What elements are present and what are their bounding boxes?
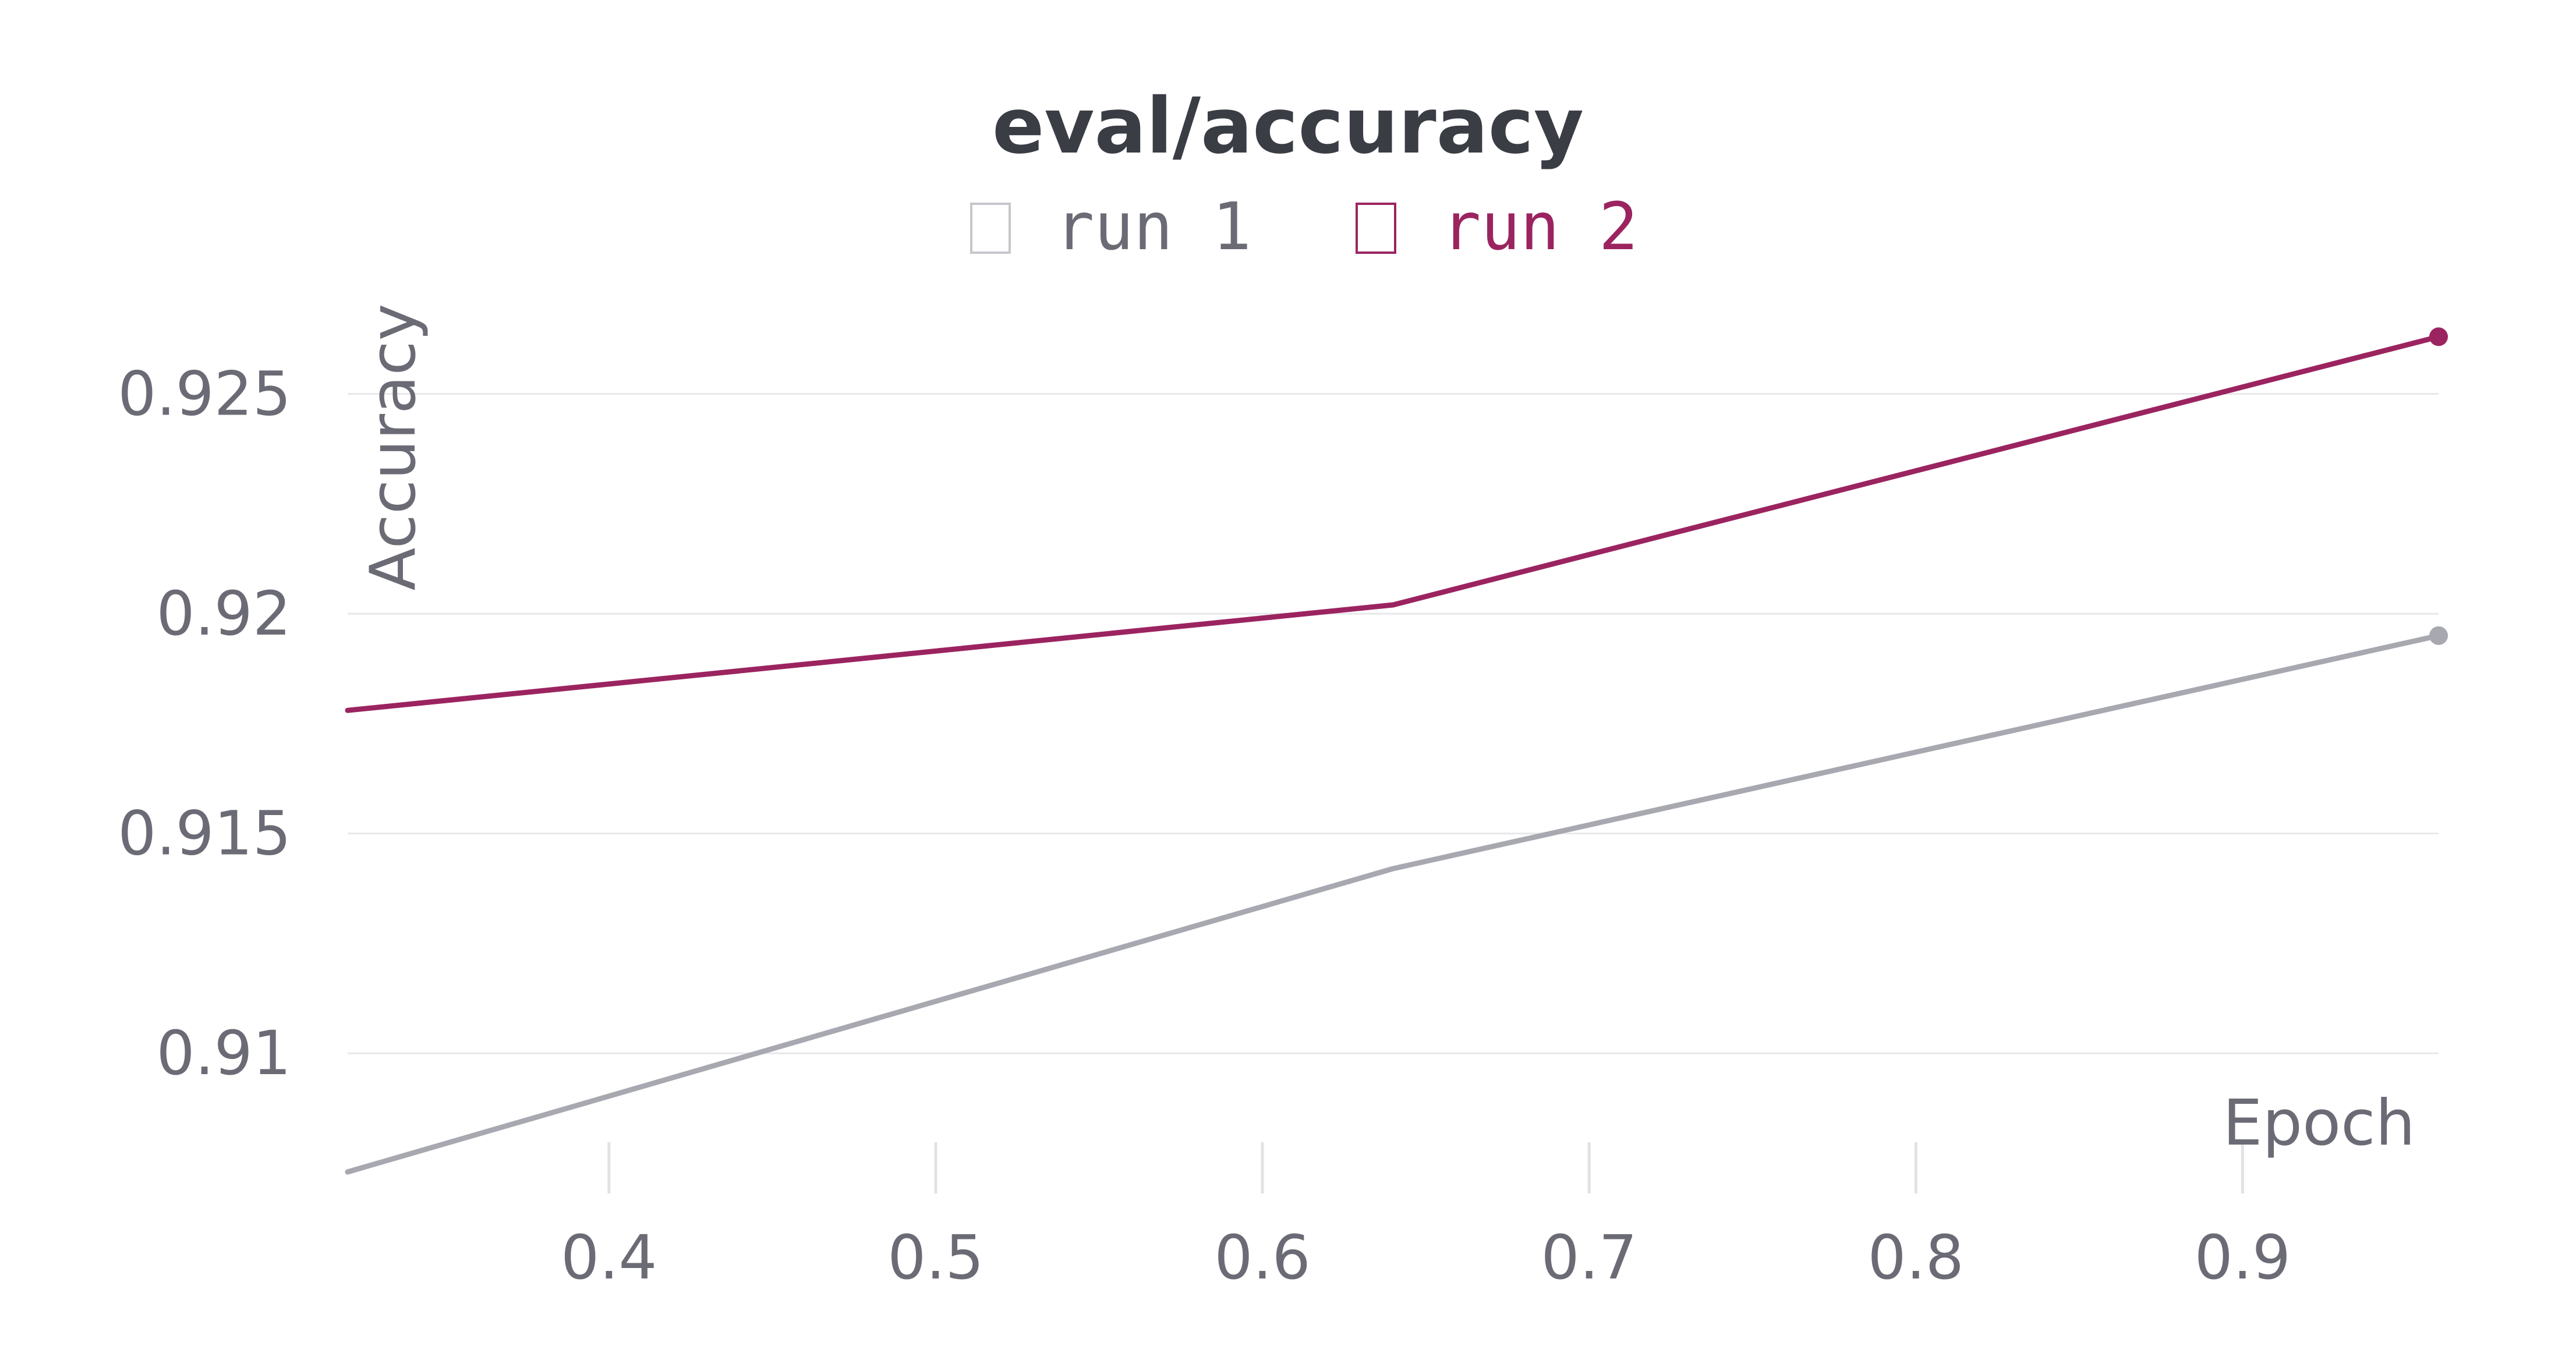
y-tick-label: 0.915	[118, 798, 291, 869]
series-end-point-run-1[interactable]	[2429, 626, 2448, 645]
grid-lines	[348, 393, 2439, 1054]
x-tick-label: 0.7	[1541, 1222, 1637, 1293]
x-tick-label: 0.9	[2195, 1222, 2291, 1293]
series-lines	[345, 327, 2448, 1175]
y-axis-ticks: 0.91 0.915 0.92 0.925	[118, 359, 291, 1089]
series-end-point-run-2[interactable]	[2429, 327, 2448, 346]
x-axis-ticks: 0.4 0.5 0.6 0.7 0.8 0.9	[561, 1142, 2291, 1293]
legend-swatch-run-2	[1356, 203, 1396, 254]
x-tick-label: 0.8	[1868, 1222, 1964, 1293]
legend-label-run-1: run 1	[1055, 189, 1251, 265]
x-tick-label: 0.5	[887, 1222, 983, 1293]
y-tick-label: 0.91	[156, 1018, 291, 1089]
legend-item-run-1[interactable]: run 1	[970, 189, 1251, 265]
y-axis-label: Accuracy	[357, 303, 430, 590]
y-tick-label: 0.925	[118, 359, 291, 430]
x-tick-label: 0.4	[561, 1222, 657, 1293]
series-line-run-1[interactable]	[345, 633, 2441, 1175]
legend: run 1 run 2	[970, 189, 1638, 265]
y-tick-label: 0.92	[156, 578, 291, 649]
legend-item-run-2[interactable]: run 2	[1356, 189, 1638, 265]
x-tick-label: 0.6	[1214, 1222, 1310, 1293]
series-line-run-2[interactable]	[345, 334, 2441, 713]
legend-swatch-run-1	[970, 203, 1011, 254]
legend-label-run-2: run 2	[1442, 189, 1638, 265]
chart-title: eval/accuracy	[992, 82, 1584, 171]
x-axis-label: Epoch	[2223, 1087, 2415, 1160]
